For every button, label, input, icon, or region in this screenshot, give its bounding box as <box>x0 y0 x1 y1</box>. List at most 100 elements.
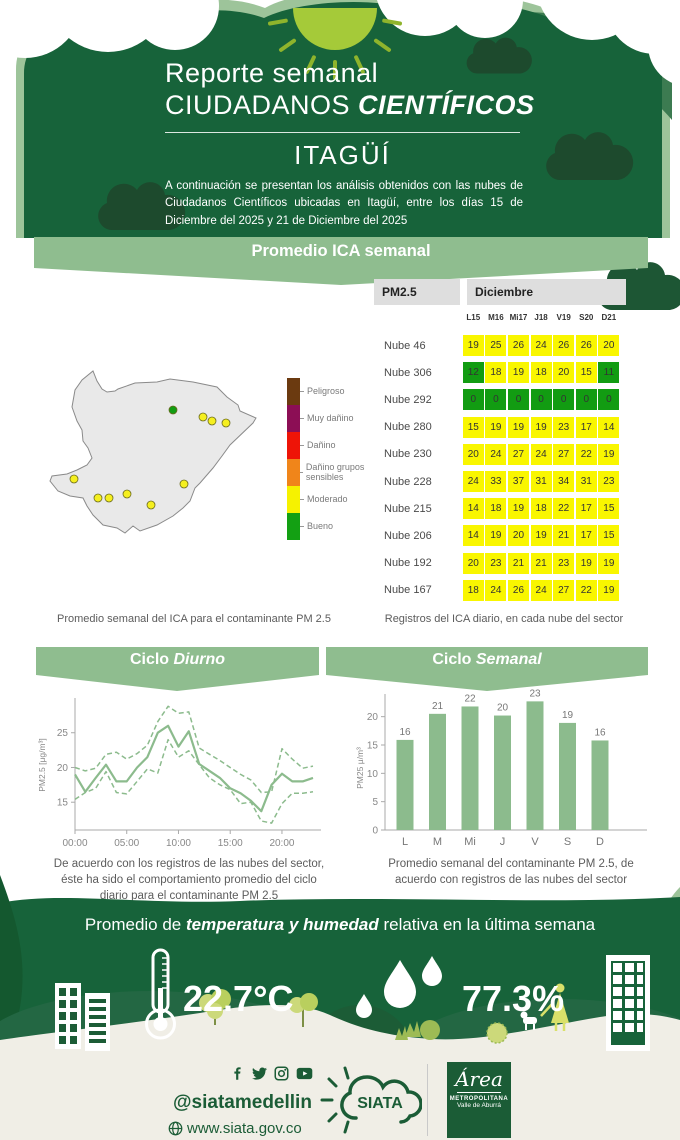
table-rows: Nube 46 19 25 26 24 26 26 20 Nube 306 12 18 19 18 20 1… <box>374 332 620 604</box>
twitter-icon[interactable] <box>252 1066 267 1081</box>
table-row: Nube 280 15 19 19 19 23 17 14 <box>374 414 620 441</box>
ica-value-cell: 19 <box>485 525 507 547</box>
buildings-left-icon <box>55 983 110 1051</box>
humidity-value: 77.3% <box>462 978 565 1019</box>
semanal-ribbon <box>326 647 648 691</box>
nube-dot <box>198 412 208 422</box>
bar-D <box>591 740 609 830</box>
ica-value-cell: 27 <box>553 443 575 465</box>
ica-value-cell: 34 <box>553 471 575 493</box>
report-title-cientificos: CIENTÍFICOS <box>358 90 535 120</box>
svg-text:J: J <box>500 836 506 848</box>
svg-text:Mi: Mi <box>464 836 476 848</box>
ica-value-cell: 18 <box>485 362 507 384</box>
climate-title: Promedio de temperatura y humedad relati… <box>84 915 596 934</box>
globe-icon <box>168 1121 183 1136</box>
legend-label: Bueno <box>307 520 334 531</box>
ica-value-cell: 17 <box>575 498 597 520</box>
ica-value-cell: 22 <box>575 579 597 601</box>
ica-value-cell: 33 <box>485 471 507 493</box>
table-row: Nube 230 20 24 27 24 27 22 19 <box>374 441 620 468</box>
bar-S <box>559 722 576 830</box>
series-promedio <box>74 724 314 813</box>
table-row: Nube 46 19 25 26 24 26 26 20 <box>374 332 620 359</box>
ica-value-cell: 0 <box>598 389 620 411</box>
nube-dot <box>122 489 132 499</box>
sun-icon <box>268 8 402 80</box>
table-row: Nube 167 18 24 26 24 27 22 19 <box>374 577 620 604</box>
nube-dot <box>207 416 217 426</box>
svg-text:00:00: 00:00 <box>62 838 87 849</box>
nube-label: Nube 46 <box>384 339 426 352</box>
area-logo-rule <box>457 1092 501 1093</box>
table-day-header: L15 <box>466 313 481 322</box>
nube-label: Nube 192 <box>384 557 432 570</box>
nube-dot <box>168 405 178 415</box>
svg-text:20: 20 <box>497 703 509 714</box>
building-right-icon <box>606 955 650 1051</box>
dark-cloud-left-icon <box>98 182 186 230</box>
social-handle[interactable]: @siatamedellin <box>173 1092 312 1113</box>
ica-value-cell: 0 <box>462 389 484 411</box>
bar-M <box>429 713 446 830</box>
table-day-header: S20 <box>579 313 594 322</box>
white-clouds <box>0 0 680 86</box>
dark-cloud-top-icon <box>466 37 532 74</box>
facebook-icon[interactable] <box>230 1066 245 1081</box>
nube-dot <box>221 418 231 428</box>
ica-value-cell: 19 <box>462 335 484 357</box>
ica-value-cell: 37 <box>507 471 529 493</box>
legend-entry: Bueno <box>300 513 377 540</box>
legend-label: Muy dañino <box>307 412 354 423</box>
youtube-icon[interactable] <box>296 1066 313 1081</box>
ica-value-cell: 19 <box>507 416 529 438</box>
ica-value-cell: 21 <box>507 552 529 574</box>
social-icons <box>230 1066 313 1081</box>
svg-text:16: 16 <box>594 727 606 738</box>
ica-value-cell: 31 <box>530 471 552 493</box>
area-logo-line3: Valle de Aburrá <box>457 1102 501 1109</box>
header-background <box>0 0 680 238</box>
svg-text:20:00: 20:00 <box>269 838 294 849</box>
ica-value-cell: 23 <box>553 552 575 574</box>
website-row[interactable]: www.siata.gov.co <box>168 1120 302 1137</box>
humidity-drops-icon <box>356 956 442 1018</box>
instagram-icon[interactable] <box>274 1066 289 1081</box>
ica-value-cell: 26 <box>553 335 575 357</box>
series-limite-superior <box>74 705 314 794</box>
website-url[interactable]: www.siata.gov.co <box>187 1120 302 1137</box>
svg-text:PM2.5 [μg/m³]: PM2.5 [μg/m³] <box>37 738 47 792</box>
report-title-line2: CIUDADANOS CIENTÍFICOS <box>165 90 565 121</box>
nube-label: Nube 306 <box>384 366 432 379</box>
ica-value-cell: 18 <box>530 362 552 384</box>
table-pollutant-header: PM2.5 <box>374 279 460 305</box>
area-logo-script: Área <box>455 1067 503 1091</box>
ica-value-cell: 19 <box>507 362 529 384</box>
ica-value-cell: 0 <box>575 389 597 411</box>
ica-value-cell: 20 <box>553 362 575 384</box>
svg-text:05:00: 05:00 <box>114 838 139 849</box>
legend-segment <box>287 405 300 432</box>
svg-text:PM25 μ/m³: PM25 μ/m³ <box>355 747 365 789</box>
table-row: Nube 292 0 0 0 0 0 0 0 <box>374 386 620 413</box>
ica-value-cell: 24 <box>485 443 507 465</box>
ica-value-cell: 19 <box>598 443 620 465</box>
ica-legend-labels: Peligroso Muy dañino Dañino Dañino grupos s… <box>300 378 377 540</box>
ica-value-cell: 21 <box>553 525 575 547</box>
climate-band-background <box>0 875 680 1140</box>
ica-value-cell: 25 <box>485 335 507 357</box>
legend-segment <box>287 432 300 459</box>
legend-label: Peligroso <box>307 385 345 396</box>
ica-value-cell: 20 <box>462 552 484 574</box>
nube-dot <box>179 479 189 489</box>
thermometer-icon <box>145 948 176 1040</box>
city-title: ITAGÜÍ <box>294 140 391 170</box>
nube-label: Nube 206 <box>384 529 432 542</box>
semanal-section-title: Ciclo Semanal <box>432 651 542 668</box>
legend-segment <box>287 486 300 513</box>
ica-value-cell: 24 <box>462 471 484 493</box>
diurnal-chart-caption: De acuerdo con los registros de las nube… <box>53 858 325 903</box>
ica-value-cell: 26 <box>507 579 529 601</box>
siata-logo: SIATA <box>320 1066 422 1134</box>
